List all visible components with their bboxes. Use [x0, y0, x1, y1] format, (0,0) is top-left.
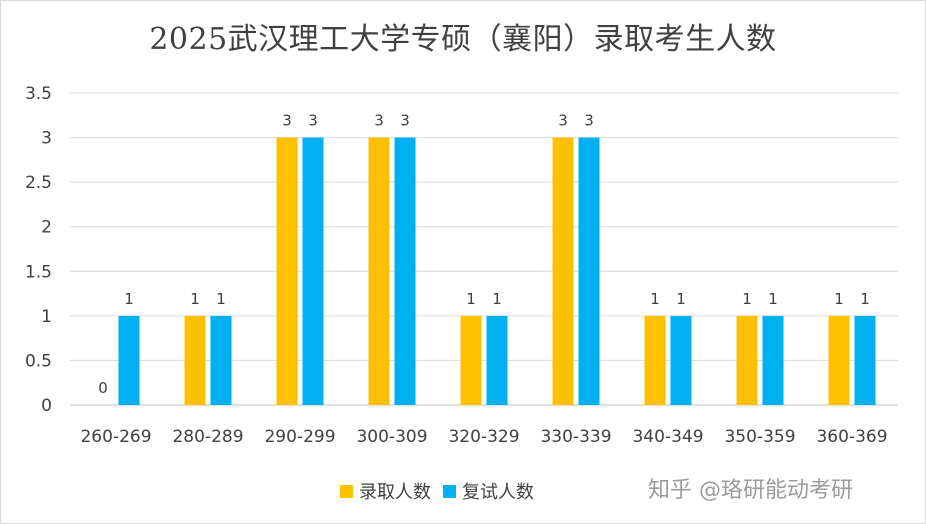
- grid-lines: [70, 92, 898, 406]
- bar-admitted: [184, 315, 206, 405]
- bar-retest: [854, 315, 876, 405]
- y-tick-label: 0.5: [25, 351, 52, 371]
- y-tick-label: 1: [41, 307, 52, 327]
- data-label: 1: [768, 290, 778, 308]
- x-tick-label: 300-309: [356, 427, 427, 447]
- chart-title: 2025武汉理工大学专硕（襄阳）录取考生人数: [149, 22, 777, 57]
- x-tick-label: 350-359: [724, 427, 795, 447]
- bar-admitted: [828, 315, 850, 405]
- data-label: 3: [558, 112, 568, 130]
- x-axis-ticks: 260-269 280-289 290-299 300-309 320-329 330-3…: [80, 427, 887, 447]
- data-label: 1: [742, 290, 752, 308]
- y-tick-label: 0: [41, 396, 52, 416]
- data-label: 1: [216, 290, 226, 308]
- legend: 录取人数 复试人数: [340, 478, 546, 504]
- bar-retest: [118, 315, 140, 405]
- bar-admitted: [644, 315, 666, 405]
- x-tick-label: 290-299: [264, 427, 335, 447]
- x-tick-label: 340-349: [632, 427, 703, 447]
- x-tick-label: 280-289: [172, 427, 243, 447]
- bar-admitted: [368, 137, 390, 406]
- data-label: 1: [834, 290, 844, 308]
- data-label: 3: [308, 112, 318, 130]
- bar-retest: [394, 137, 416, 406]
- data-label: 1: [676, 290, 686, 308]
- data-label: 3: [374, 112, 384, 130]
- data-label: 3: [400, 112, 410, 130]
- legend-item-admitted: 录取人数: [340, 478, 431, 504]
- legend-label-admitted: 录取人数: [359, 482, 431, 503]
- legend-swatch-retest: [443, 484, 456, 498]
- data-label: 3: [584, 112, 594, 130]
- data-label: 1: [190, 290, 200, 308]
- x-tick-label: 320-329: [448, 427, 519, 447]
- legend-label-retest: 复试人数: [462, 482, 534, 503]
- bar-retest: [302, 137, 324, 406]
- y-tick-label: 3: [41, 129, 52, 149]
- y-tick-label: 1.5: [25, 262, 52, 282]
- watermark: 知乎 @珞研能动考研: [648, 478, 853, 503]
- bar-admitted: [552, 137, 574, 406]
- bar-retest: [578, 137, 600, 406]
- legend-swatch-admitted: [340, 484, 353, 498]
- bar-admitted: [276, 137, 298, 406]
- y-axis-ticks: 0 0.5 1 1.5 2 2.5 3 3.5: [25, 84, 52, 416]
- data-labels: 01 1 13 3 3 31 13 31 1 1 1 1 1: [98, 112, 870, 397]
- data-label: 1: [860, 290, 870, 308]
- bars: [118, 137, 876, 406]
- data-label: 0: [98, 379, 108, 397]
- x-tick-label: 360-369: [816, 427, 887, 447]
- legend-item-retest: 复试人数: [443, 478, 534, 504]
- bar-retest: [762, 315, 784, 405]
- bar-retest: [210, 315, 232, 405]
- y-tick-label: 2: [41, 218, 52, 238]
- bar-admitted: [736, 315, 758, 405]
- bar-admitted: [460, 315, 482, 405]
- x-tick-label: 330-339: [540, 427, 611, 447]
- bar-retest: [670, 315, 692, 405]
- data-label: 1: [492, 290, 502, 308]
- bar-retest: [486, 315, 508, 405]
- y-tick-label: 2.5: [25, 173, 52, 193]
- data-label: 1: [650, 290, 660, 308]
- y-tick-label: 3.5: [25, 84, 52, 104]
- data-label: 1: [124, 290, 134, 308]
- data-label: 3: [282, 112, 292, 130]
- data-label: 1: [466, 290, 476, 308]
- x-tick-label: 260-269: [80, 427, 151, 447]
